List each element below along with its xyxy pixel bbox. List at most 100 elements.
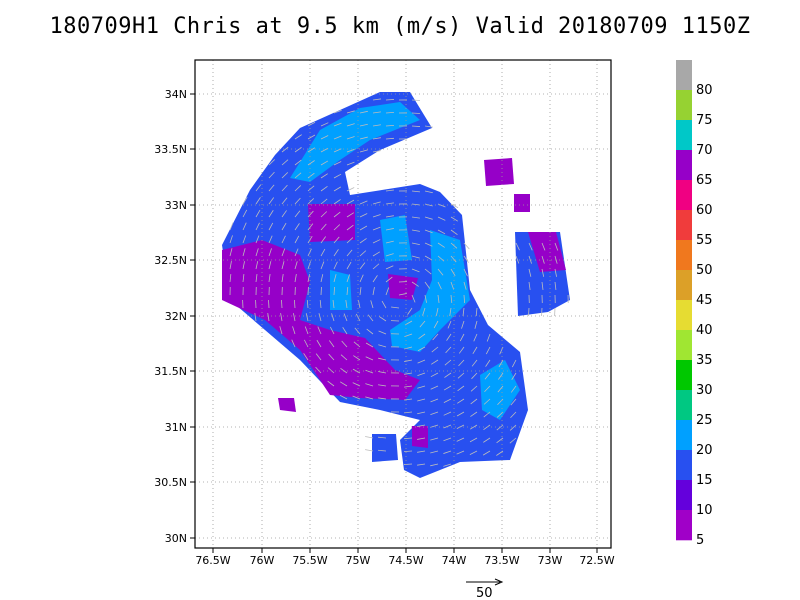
wind-arrow <box>457 385 465 392</box>
colorbar-label: 20 <box>696 443 713 458</box>
wind-arrow <box>255 184 262 192</box>
wind-arrow <box>320 261 325 270</box>
wind-arrow <box>281 299 283 309</box>
wind-arrow <box>320 248 326 257</box>
wind-arrow <box>424 242 433 247</box>
wind-arrow <box>372 251 381 257</box>
wind-arrow <box>354 327 361 335</box>
wind-arrow <box>456 424 465 430</box>
wind-arrow <box>293 299 296 309</box>
wind-arrow <box>353 355 361 361</box>
lat-tick-label: 33N <box>165 199 187 212</box>
wind-arrow <box>365 369 374 374</box>
wind-arrow <box>459 333 465 342</box>
wind-arrow <box>449 307 452 316</box>
wind-arrow <box>307 134 316 140</box>
wind-arrow <box>485 346 491 355</box>
wind-arrow <box>450 281 455 290</box>
wind-arrow <box>443 385 452 391</box>
wind-arrow <box>469 450 478 455</box>
wind-arrow <box>242 196 248 205</box>
wind-region-15-20 <box>380 215 412 262</box>
wind-arrow <box>450 255 457 263</box>
colorbar-label: 5 <box>696 533 704 548</box>
wind-arrow <box>355 313 361 322</box>
wind-arrow <box>333 261 338 270</box>
wind-arrow <box>554 281 557 290</box>
wind-region-5-10 <box>484 158 514 186</box>
wind-arrow <box>307 223 314 231</box>
wind-arrow <box>329 326 335 335</box>
wind-arrow <box>450 216 459 222</box>
wind-arrow <box>498 359 504 368</box>
wind-arrow <box>430 411 439 415</box>
colorbar-box <box>676 60 692 91</box>
wind-arrow <box>424 268 432 275</box>
wind-arrow <box>229 261 232 270</box>
wind-arrow <box>365 436 374 439</box>
wind-arrow <box>407 307 413 315</box>
lon-tick-label: 73.5W <box>484 554 519 567</box>
wind-arrow <box>471 372 478 380</box>
wind-arrow <box>431 346 439 353</box>
wind-arrow <box>528 242 533 251</box>
wind-arrow <box>377 449 387 452</box>
wind-arrow <box>359 238 367 244</box>
wind-arrow <box>281 235 286 244</box>
wind-arrow <box>353 341 361 348</box>
wind-arrow <box>411 125 421 127</box>
wind-arrow <box>320 198 328 205</box>
wind-arrow <box>385 215 394 218</box>
wind-arrow <box>424 190 433 194</box>
wind-arrow <box>307 198 315 205</box>
wind-arrow <box>372 124 381 127</box>
wind-arrow <box>404 359 413 362</box>
wind-arrow <box>339 394 348 400</box>
wind-arrow <box>511 359 517 368</box>
wind-arrow <box>484 372 491 380</box>
colorbar-box <box>676 300 692 331</box>
wind-arrow <box>554 255 558 264</box>
lat-tick-label: 32N <box>165 310 187 323</box>
wind-arrow <box>333 135 342 140</box>
wind-arrow <box>307 160 315 166</box>
wind-arrow <box>437 229 446 235</box>
wind-arrow <box>541 242 546 251</box>
wind-arrow <box>424 281 430 289</box>
colorbar-label: 30 <box>696 383 713 398</box>
wind-arrow <box>411 112 421 114</box>
wind-arrow <box>385 228 394 231</box>
wind-arrow <box>318 313 322 322</box>
wind-arrow <box>307 261 311 270</box>
wind-arrow <box>346 161 355 166</box>
wind-arrow <box>242 222 247 231</box>
wind-arrow <box>229 248 233 257</box>
wind-arrow <box>320 135 329 140</box>
colorbar-box <box>676 510 692 541</box>
wind-arrow <box>333 211 341 218</box>
wind-arrow <box>403 463 413 465</box>
colorbar-box <box>676 90 692 121</box>
colorbar-box <box>676 480 692 511</box>
wind-arrow <box>280 313 283 322</box>
wind-arrow <box>281 159 289 166</box>
wind-arrow <box>486 333 491 342</box>
wind-arrow <box>379 316 387 322</box>
wind-arrow <box>317 326 322 335</box>
wind-region-5-10 <box>412 426 428 448</box>
wind-arrow <box>294 159 302 166</box>
wind-arrow <box>359 274 364 283</box>
wind-region-15-20 <box>330 270 352 310</box>
wind-arrow <box>372 150 381 153</box>
wind-arrow <box>463 242 470 250</box>
wind-arrow <box>528 281 531 290</box>
wind-arrow <box>333 109 342 114</box>
wind-arrow <box>333 236 340 244</box>
wind-arrow <box>496 437 504 444</box>
wind-arrow <box>307 172 315 179</box>
wind-arrow <box>469 437 478 443</box>
wind-arrow <box>554 242 559 251</box>
wind-arrow <box>437 203 446 208</box>
